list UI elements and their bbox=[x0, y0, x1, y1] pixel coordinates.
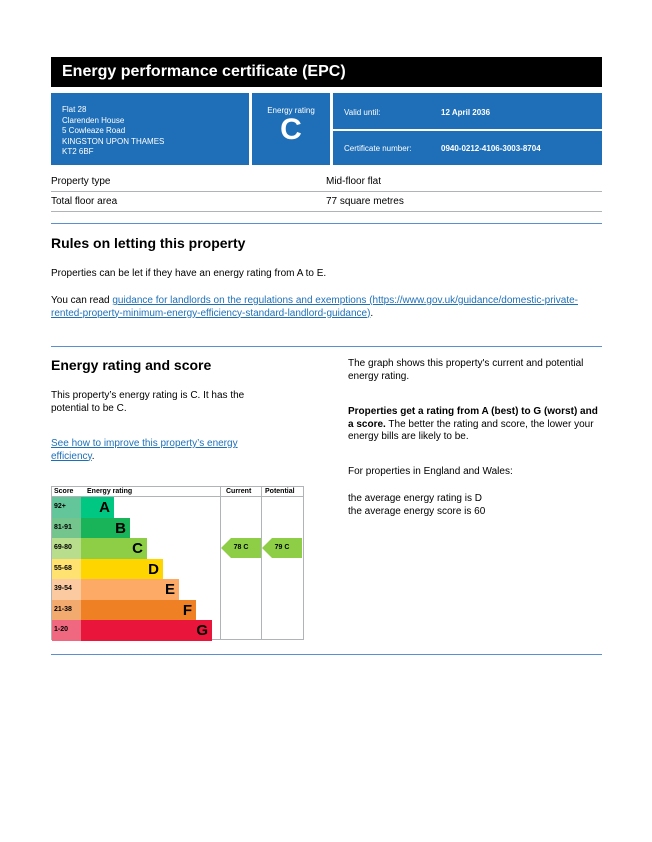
score-heading: Energy rating and score bbox=[51, 357, 212, 373]
section-divider bbox=[51, 223, 602, 224]
letting-text: Properties can be let if they have an en… bbox=[51, 268, 327, 279]
band-row-g: 1-20 G bbox=[52, 620, 220, 641]
address-line: Clarenden House bbox=[62, 115, 125, 125]
header-score: Score bbox=[54, 488, 74, 495]
property-type-label: Property type bbox=[51, 176, 111, 187]
energy-rating-value: C bbox=[280, 113, 302, 146]
energy-rating-box: Energy rating C bbox=[252, 93, 330, 165]
address-line: KT2 6BF bbox=[62, 147, 94, 156]
address-line: KINGSTON UPON THAMES bbox=[62, 136, 165, 146]
text: . bbox=[370, 307, 374, 319]
band-score-range: 21-38 bbox=[52, 599, 81, 620]
divider bbox=[51, 211, 602, 212]
band-score-range: 81-91 bbox=[52, 517, 81, 538]
score-text: This property’s energy rating is C. It h… bbox=[51, 390, 245, 414]
floor-area-value: 77 square metres bbox=[326, 196, 404, 207]
band-score-range: 39-54 bbox=[52, 579, 81, 600]
band-row-b: 81-91 B bbox=[52, 517, 220, 538]
band-row-e: 39-54 E bbox=[52, 579, 220, 600]
bold-text: Properties get a rating from A (best) to… bbox=[348, 406, 598, 430]
band-bar-e: E bbox=[81, 579, 179, 600]
average-rating: the average energy rating is D bbox=[348, 493, 482, 504]
text: . bbox=[91, 450, 95, 462]
certificate-number: Certificate number: 0940-0212-4106-3003-… bbox=[333, 131, 602, 165]
section-divider bbox=[51, 346, 602, 347]
band-row-a: 92+ A bbox=[52, 497, 220, 518]
band-bar-a: A bbox=[81, 497, 114, 518]
band-row-f: 21-38 F bbox=[52, 599, 220, 620]
header-current: Current bbox=[226, 488, 252, 495]
header-potential: Potential bbox=[265, 488, 295, 495]
current-rating-arrow: 78 C bbox=[221, 538, 261, 558]
text: The better the rating and score, the low… bbox=[348, 418, 594, 443]
divider bbox=[220, 487, 221, 640]
improve-link[interactable]: See how to improve this property’s energ… bbox=[51, 438, 238, 462]
average-score: the average energy score is 60 bbox=[348, 506, 486, 517]
band-bar-f: F bbox=[81, 599, 196, 620]
address: Flat 28 Clarenden House 5 Cowleaze Road … bbox=[51, 93, 249, 165]
certificate-number-label: Certificate number: bbox=[344, 144, 412, 153]
divider bbox=[52, 496, 304, 497]
band-row-d: 55-68 D bbox=[52, 558, 220, 579]
section-divider bbox=[51, 654, 602, 655]
band-bar-d: D bbox=[81, 558, 163, 579]
guidance-link[interactable]: guidance for landlords on the regulation… bbox=[51, 295, 578, 319]
graph-text: The graph shows this property's current … bbox=[348, 358, 584, 382]
address-line: 5 Cowleaze Road bbox=[62, 126, 126, 135]
band-score-range: 92+ bbox=[52, 497, 81, 518]
band-score-range: 1-20 bbox=[52, 620, 81, 641]
valid-until-value: 12 April 2036 bbox=[441, 108, 491, 117]
band-bar-g: G bbox=[81, 620, 212, 641]
page-title: Energy performance certificate (EPC) bbox=[51, 57, 602, 87]
improve-paragraph: See how to improve this property’s energ… bbox=[51, 438, 281, 463]
text: You can read bbox=[51, 295, 113, 306]
valid-until-label: Valid until: bbox=[344, 108, 381, 117]
band-bar-c: C bbox=[81, 538, 147, 559]
floor-area-label: Total floor area bbox=[51, 196, 118, 207]
potential-rating-arrow: 79 C bbox=[262, 538, 302, 558]
energy-rating-label: Energy rating bbox=[267, 106, 315, 115]
letting-heading: Rules on letting this property bbox=[51, 235, 246, 251]
divider bbox=[261, 487, 262, 640]
certificate-number-value: 0940-0212-4106-3003-8704 bbox=[441, 144, 541, 153]
energy-rating-chart: Score Energy rating Current Potential 92… bbox=[51, 486, 304, 641]
letting-guidance: You can read guidance for landlords on t… bbox=[51, 295, 591, 320]
average-heading: For properties in England and Wales: bbox=[348, 466, 513, 477]
divider bbox=[51, 191, 602, 192]
band-row-c: 69-80 C bbox=[52, 538, 220, 559]
property-type-value: Mid-floor flat bbox=[326, 176, 382, 187]
valid-until: Valid until: 12 April 2036 bbox=[333, 93, 602, 129]
band-score-range: 69-80 bbox=[52, 538, 81, 559]
address-line: Flat 28 bbox=[62, 105, 87, 114]
header-energy-rating: Energy rating bbox=[87, 488, 133, 495]
band-bar-b: B bbox=[81, 517, 130, 538]
rating-explainer: Properties get a rating from A (best) to… bbox=[348, 406, 602, 444]
band-score-range: 55-68 bbox=[52, 558, 81, 579]
